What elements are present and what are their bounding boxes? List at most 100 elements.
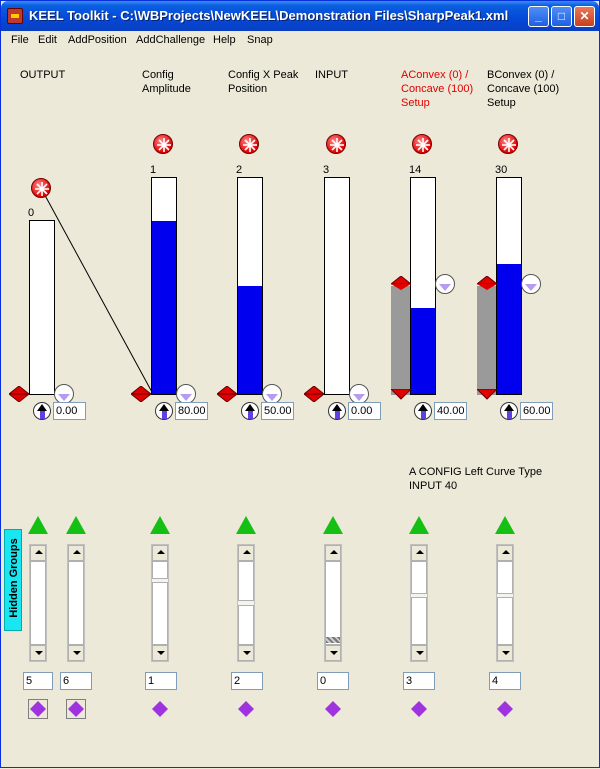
down-circle-icon-aconvex[interactable] bbox=[435, 274, 455, 294]
scroll-thumb[interactable] bbox=[325, 561, 341, 645]
scroll-up-button[interactable] bbox=[238, 545, 254, 561]
scroll-down-button[interactable] bbox=[325, 645, 341, 661]
red-diamond-icon-config-x-peak[interactable] bbox=[217, 386, 237, 402]
asterisk-icon-aconvex[interactable] bbox=[412, 134, 432, 154]
scroll-up-button[interactable] bbox=[497, 545, 513, 561]
scroll-up-button[interactable] bbox=[152, 545, 168, 561]
scroll-down-button[interactable] bbox=[238, 645, 254, 661]
green-triangle-icon-5[interactable] bbox=[28, 516, 48, 534]
menu-snap[interactable]: Snap bbox=[247, 34, 273, 46]
scroll-up-button[interactable] bbox=[30, 545, 46, 561]
red-diamond-icon-output[interactable] bbox=[9, 386, 29, 402]
scroll-thumb[interactable] bbox=[30, 561, 46, 645]
range-bar-aconvex[interactable] bbox=[391, 286, 411, 395]
scroll-thumb[interactable] bbox=[68, 561, 84, 645]
value-input[interactable]: 0.00 bbox=[348, 402, 381, 420]
scroll-down-button[interactable] bbox=[497, 645, 513, 661]
menu-edit[interactable]: Edit bbox=[38, 34, 57, 46]
bar-input[interactable] bbox=[324, 177, 350, 395]
group-field-1[interactable]: 1 bbox=[145, 672, 177, 690]
close-button[interactable]: ✕ bbox=[574, 6, 595, 27]
scrollbar-group-3[interactable] bbox=[410, 544, 428, 662]
group-select-box-6[interactable] bbox=[66, 699, 86, 719]
red-diamond-icon-config-amplitude[interactable] bbox=[131, 386, 151, 402]
scrollbar-group-1[interactable] bbox=[151, 544, 169, 662]
bar-config-x-peak[interactable] bbox=[237, 177, 263, 395]
title-bar[interactable]: KEEL Toolkit - C:\WBProjects\NewKEEL\Dem… bbox=[1, 1, 599, 31]
red-diamond-icon-input[interactable] bbox=[304, 386, 324, 402]
green-triangle-icon-2[interactable] bbox=[236, 516, 256, 534]
scroll-thumb[interactable] bbox=[411, 561, 427, 594]
scroll-down-button[interactable] bbox=[152, 645, 168, 661]
scrollbar-group-6[interactable] bbox=[67, 544, 85, 662]
scrollbar-group-2[interactable] bbox=[237, 544, 255, 662]
menu-file[interactable]: File bbox=[11, 34, 29, 46]
scrollbar-group-0[interactable] bbox=[324, 544, 342, 662]
bar-output[interactable] bbox=[29, 220, 55, 395]
bar-bconvex[interactable] bbox=[496, 177, 522, 395]
purple-diamond-icon-6[interactable] bbox=[67, 700, 85, 718]
down-circle-icon-config-amplitude[interactable] bbox=[176, 384, 196, 404]
red-diamond-icon-bconvex-bottom[interactable] bbox=[477, 389, 497, 405]
purple-diamond-icon-4[interactable] bbox=[496, 700, 514, 718]
asterisk-icon-output[interactable] bbox=[31, 178, 51, 198]
red-diamond-icon-bconvex-top[interactable] bbox=[477, 276, 497, 292]
up-arrow-icon-config-x-peak[interactable] bbox=[241, 402, 259, 420]
purple-diamond-icon-3[interactable] bbox=[410, 700, 428, 718]
scrollbar-group-5[interactable] bbox=[29, 544, 47, 662]
green-triangle-icon-4[interactable] bbox=[495, 516, 515, 534]
green-triangle-icon-1[interactable] bbox=[150, 516, 170, 534]
scroll-track-lower[interactable] bbox=[411, 597, 427, 645]
group-field-2[interactable]: 2 bbox=[231, 672, 263, 690]
scroll-track-lower[interactable] bbox=[238, 605, 254, 645]
maximize-button[interactable]: □ bbox=[551, 6, 572, 27]
red-diamond-icon-aconvex-bottom[interactable] bbox=[391, 389, 411, 405]
value-aconvex[interactable]: 40.00 bbox=[434, 402, 467, 420]
asterisk-icon-config-x-peak[interactable] bbox=[239, 134, 259, 154]
group-field-4[interactable]: 4 bbox=[489, 672, 521, 690]
scroll-down-button[interactable] bbox=[30, 645, 46, 661]
value-bconvex[interactable]: 60.00 bbox=[520, 402, 553, 420]
bar-config-amplitude[interactable] bbox=[151, 177, 177, 395]
down-circle-icon-input[interactable] bbox=[349, 384, 369, 404]
group-field-5[interactable]: 5 bbox=[23, 672, 53, 690]
down-circle-icon-bconvex[interactable] bbox=[521, 274, 541, 294]
minimize-button[interactable]: _ bbox=[528, 6, 549, 27]
menu-addchallenge[interactable]: AddChallenge bbox=[136, 34, 206, 46]
group-select-box-5[interactable] bbox=[28, 699, 48, 719]
up-arrow-icon-aconvex[interactable] bbox=[414, 402, 432, 420]
scroll-thumb[interactable] bbox=[497, 561, 513, 594]
scroll-thumb[interactable] bbox=[152, 561, 168, 579]
scroll-grip[interactable] bbox=[326, 637, 340, 643]
purple-diamond-icon-0[interactable] bbox=[324, 700, 342, 718]
green-triangle-icon-3[interactable] bbox=[409, 516, 429, 534]
down-circle-icon-output[interactable] bbox=[54, 384, 74, 404]
menu-help[interactable]: Help bbox=[213, 34, 236, 46]
scroll-down-button[interactable] bbox=[411, 645, 427, 661]
group-field-0[interactable]: 0 bbox=[317, 672, 349, 690]
down-circle-icon-config-x-peak[interactable] bbox=[262, 384, 282, 404]
scroll-up-button[interactable] bbox=[411, 545, 427, 561]
scroll-thumb[interactable] bbox=[238, 561, 254, 601]
bar-aconvex[interactable] bbox=[410, 177, 436, 395]
hidden-groups-tab[interactable]: Hidden Groups bbox=[4, 529, 22, 631]
value-config-x-peak[interactable]: 50.00 bbox=[261, 402, 294, 420]
scroll-down-button[interactable] bbox=[68, 645, 84, 661]
scroll-track-lower[interactable] bbox=[497, 597, 513, 645]
scroll-up-button[interactable] bbox=[325, 545, 341, 561]
scrollbar-group-4[interactable] bbox=[496, 544, 514, 662]
scroll-track-lower[interactable] bbox=[152, 582, 168, 645]
purple-diamond-icon-1[interactable] bbox=[151, 700, 169, 718]
up-arrow-icon-config-amplitude[interactable] bbox=[155, 402, 173, 420]
purple-diamond-icon-2[interactable] bbox=[237, 700, 255, 718]
menu-addposition[interactable]: AddPosition bbox=[68, 34, 127, 46]
purple-diamond-icon-5[interactable] bbox=[29, 700, 47, 718]
asterisk-icon-input[interactable] bbox=[326, 134, 346, 154]
group-field-3[interactable]: 3 bbox=[403, 672, 435, 690]
group-field-6[interactable]: 6 bbox=[60, 672, 92, 690]
asterisk-icon-bconvex[interactable] bbox=[498, 134, 518, 154]
green-triangle-icon-6[interactable] bbox=[66, 516, 86, 534]
up-arrow-icon-input[interactable] bbox=[328, 402, 346, 420]
up-arrow-icon-bconvex[interactable] bbox=[500, 402, 518, 420]
asterisk-icon-config-amplitude[interactable] bbox=[153, 134, 173, 154]
